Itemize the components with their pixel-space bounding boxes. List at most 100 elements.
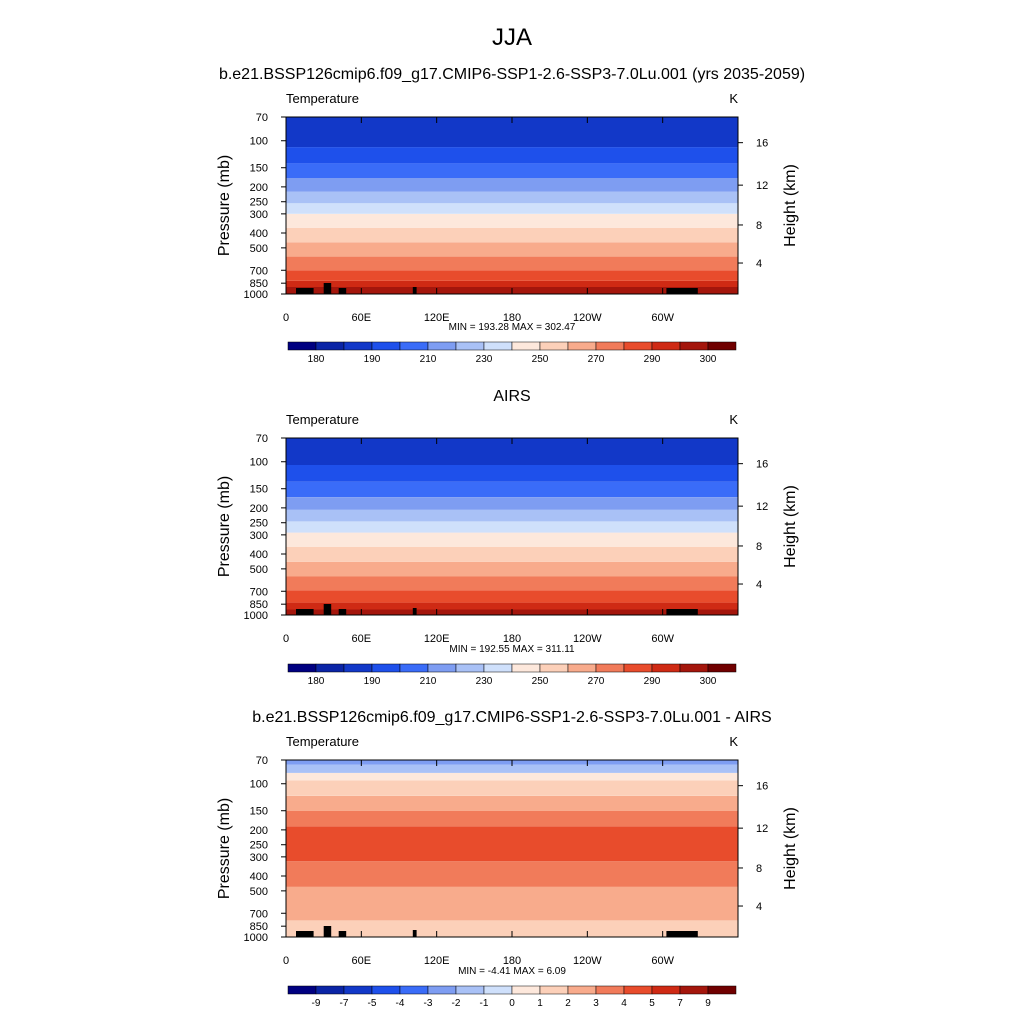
x-tick-label: 0: [283, 955, 289, 967]
y-tick-label: 300: [250, 530, 268, 542]
colorbar-swatch: [343, 663, 373, 673]
colorbar-label: 5: [649, 998, 655, 1009]
y-tick-label: 100: [250, 779, 268, 791]
colorbar-swatch: [511, 985, 541, 995]
colorbar-swatch: [427, 663, 457, 673]
colorbar-label: 250: [532, 354, 549, 365]
contour-band: [286, 509, 738, 522]
contour-band: [286, 561, 738, 577]
contour-band: [286, 590, 738, 603]
terrain-mask: [323, 926, 332, 937]
y-tick-label: 300: [250, 209, 268, 221]
colorbar-label: 0: [509, 998, 515, 1009]
contour-band: [286, 920, 738, 937]
y-tick-label: 70: [256, 112, 268, 124]
y-tick-label: 850: [250, 599, 268, 611]
colorbar-label: 4: [621, 998, 627, 1009]
contour-band: [286, 497, 738, 510]
y2-tick-label: 12: [756, 823, 768, 835]
terrain-mask: [296, 931, 314, 937]
contour-band: [286, 772, 738, 781]
colorbar-swatch: [567, 985, 597, 995]
colorbar-swatch: [707, 985, 737, 995]
colorbar-swatch: [427, 341, 457, 351]
colorbar-swatch: [567, 663, 597, 673]
x-tick-label: 120E: [424, 955, 450, 967]
colorbar-label: 270: [588, 676, 605, 687]
contour-band: [286, 861, 738, 887]
contour-band: [286, 242, 738, 257]
colorbar-label: -4: [396, 998, 405, 1009]
panel-header: AIRS: [493, 388, 530, 405]
colorbar-swatch: [371, 341, 401, 351]
colorbar-swatch: [371, 663, 401, 673]
colorbar-swatch: [315, 985, 345, 995]
colorbar-swatch: [399, 341, 429, 351]
colorbar-swatch: [427, 985, 457, 995]
x-tick-label: 60W: [651, 312, 674, 324]
colorbar-swatch: [287, 985, 317, 995]
colorbar-label: 300: [700, 354, 717, 365]
x-tick-label: 0: [283, 633, 289, 645]
colorbar-swatch: [623, 985, 653, 995]
panel-header: b.e21.BSSP126cmip6.f09_g17.CMIP6-SSP1-2.…: [219, 66, 805, 83]
colorbar-label: 190: [364, 354, 381, 365]
colorbar-label: 210: [420, 676, 437, 687]
y2-tick-label: 8: [756, 541, 762, 553]
contour-band: [286, 576, 738, 591]
terrain-mask: [666, 609, 698, 615]
y-tick-label: 400: [250, 228, 268, 240]
y-tick-label: 150: [250, 163, 268, 175]
colorbar-swatch: [483, 663, 513, 673]
y-tick-label: 200: [250, 825, 268, 837]
terrain-mask: [296, 288, 314, 294]
terrain-mask: [338, 609, 347, 615]
x-tick-label: 120E: [424, 633, 450, 645]
y-tick-label: 200: [250, 182, 268, 194]
colorbar-swatch: [455, 341, 485, 351]
y-tick-label: 700: [250, 586, 268, 598]
colorbar-swatch: [455, 985, 485, 995]
contour-band: [286, 795, 738, 811]
y-tick-label: 70: [256, 755, 268, 767]
y-axis-title: Pressure (mb): [216, 798, 233, 899]
panel-units-label: K: [729, 91, 738, 106]
x-tick-label: 180: [503, 633, 521, 645]
colorbar-swatch: [287, 663, 317, 673]
panels-container: b.e21.BSSP126cmip6.f09_g17.CMIP6-SSP1-2.…: [216, 66, 805, 1009]
contour-band: [286, 826, 738, 862]
colorbar-swatch: [343, 341, 373, 351]
contour-band: [286, 886, 738, 921]
colorbar-label: 180: [308, 676, 325, 687]
terrain-mask: [412, 287, 417, 294]
panel-variable-label: Temperature: [286, 412, 359, 427]
x-tick-label: 60E: [352, 955, 372, 967]
colorbar-label: -2: [452, 998, 461, 1009]
panel-units-label: K: [729, 734, 738, 749]
colorbar-swatch: [483, 985, 513, 995]
contour-band: [286, 178, 738, 192]
colorbar-swatch: [399, 985, 429, 995]
contour-band: [286, 147, 738, 164]
panel-units-label: K: [729, 412, 738, 427]
colorbar-swatch: [623, 341, 653, 351]
colorbar-swatch: [679, 985, 709, 995]
panel-header: b.e21.BSSP126cmip6.f09_g17.CMIP6-SSP1-2.…: [252, 709, 771, 726]
contour-band: [286, 227, 738, 243]
colorbar-swatch: [707, 341, 737, 351]
y-tick-label: 250: [250, 840, 268, 852]
colorbar-swatch: [595, 985, 625, 995]
contour-band: [286, 764, 738, 773]
contour-band: [286, 780, 738, 796]
y-tick-label: 200: [250, 503, 268, 515]
colorbar-swatch: [679, 341, 709, 351]
y-tick-label: 150: [250, 806, 268, 818]
terrain-mask: [296, 609, 314, 615]
y-tick-label: 100: [250, 136, 268, 148]
colorbar-swatch: [539, 341, 569, 351]
colorbar-swatch: [539, 985, 569, 995]
colorbar-label: 290: [644, 354, 661, 365]
x-tick-label: 0: [283, 312, 289, 324]
y-axis-title: Pressure (mb): [216, 476, 233, 577]
colorbar-label: 250: [532, 676, 549, 687]
